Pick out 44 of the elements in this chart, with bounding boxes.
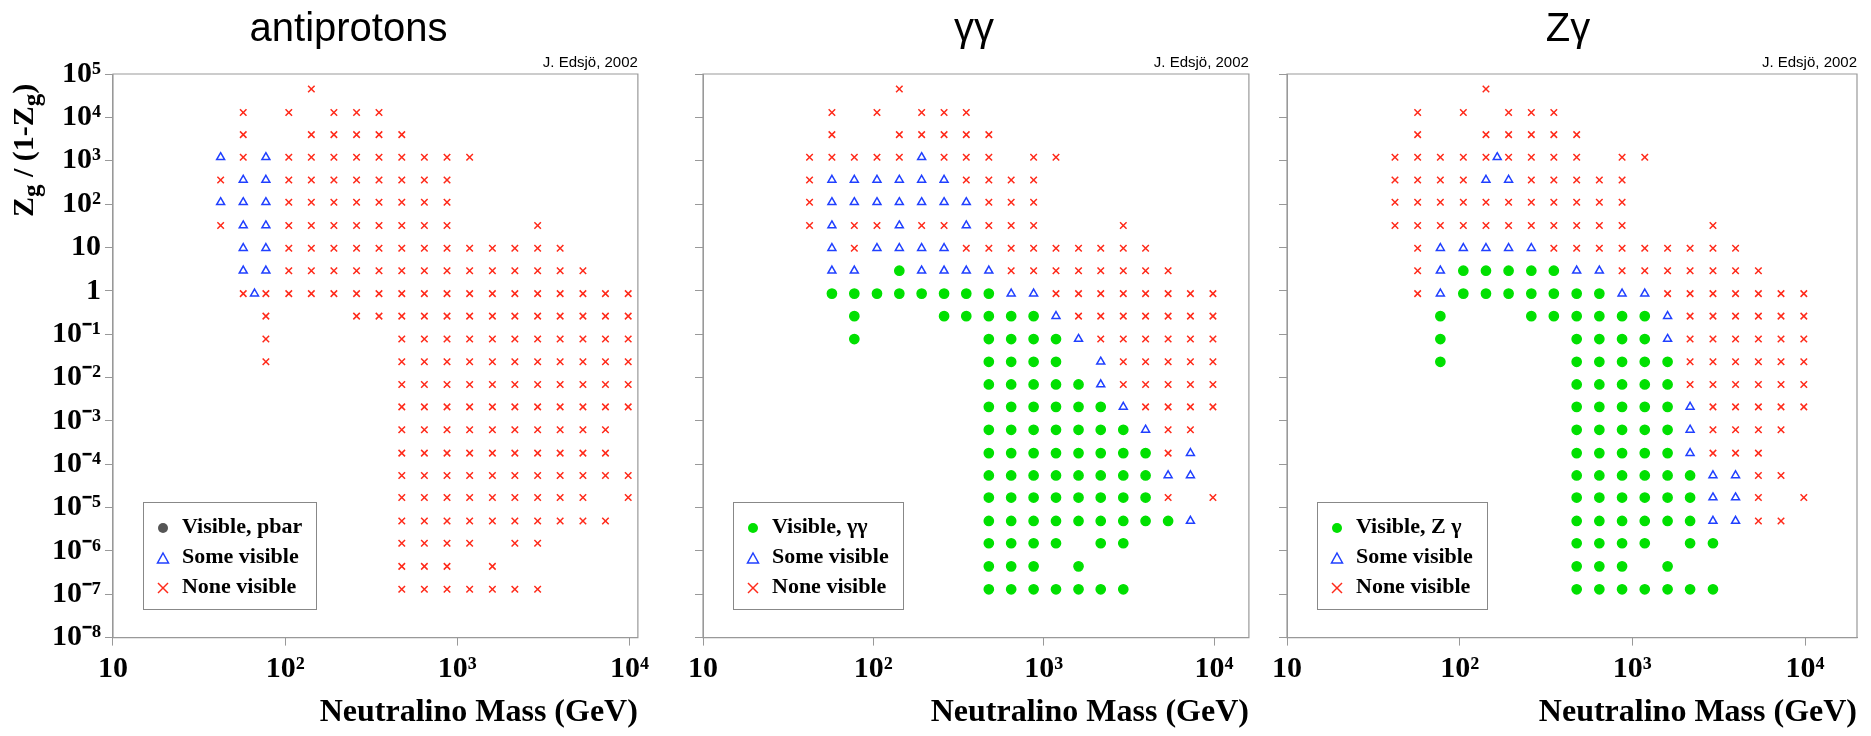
text: J. Edsjö, 2002 [1761,52,1857,70]
y-tick-label: 10⁻⁸ [51,618,101,652]
x-tick-label: 10⁴ [609,650,649,684]
legend-label: Visible, γγ [772,512,868,538]
x-tick-label: 10 [97,650,128,684]
y-tick-label: 10⁻³ [51,401,101,435]
x-tick-label: 10 [688,650,718,684]
y-tick-label: 10⁴ [61,98,101,132]
legend-label: None visible [181,572,297,598]
chart-title: Zγ [1545,5,1591,50]
x-tick-label: 10² [1440,650,1480,684]
y-tick-label: 10³ [61,141,101,175]
x-tick-label: 10⁴ [1785,650,1825,684]
text: J. Edsjö, 2002 [1153,52,1249,70]
legend-label: Some visible [181,542,299,568]
x-tick-label: 10³ [437,650,477,684]
x-tick-label: 10² [265,650,305,684]
y-tick-label: 10² [61,184,101,218]
legend-label: None visible [1356,572,1471,598]
y-tick-label: 10⁻⁶ [51,531,101,565]
legend-label: Visible, pbar [181,512,303,538]
x-axis-title: Neutralino Mass (GeV) [319,692,638,729]
x-tick-label: 10 [1272,650,1302,684]
chart-title: γγ [954,5,994,50]
y-tick-label: 10⁻¹ [51,314,101,348]
y-tick-label: 10⁻⁵ [51,488,101,522]
y-tick-label: 1 [85,271,101,305]
legend-label: Some visible [772,542,889,568]
y-tick-label: 10 [70,228,101,262]
y-tick-label: 10⁵ [61,54,101,88]
x-axis-title: Neutralino Mass (GeV) [930,692,1249,729]
legend-label: Visible, Z γ [1356,512,1462,538]
y-tick-label: 10⁻⁷ [51,575,101,608]
x-tick-label: 10³ [1612,650,1652,684]
y-tick-label: 10⁻⁴ [51,444,101,478]
x-tick-label: 10³ [1024,650,1064,684]
legend-label: Some visible [1356,542,1473,568]
legend-label: None visible [772,572,887,598]
x-axis-title: Neutralino Mass (GeV) [1538,692,1857,729]
chart-title: antiprotons [249,5,448,50]
text: J. Edsjö, 2002 [542,52,638,70]
y-tick-label: 10⁻² [51,358,101,392]
x-tick-label: 10⁴ [1194,650,1234,684]
x-tick-label: 10² [853,650,893,684]
